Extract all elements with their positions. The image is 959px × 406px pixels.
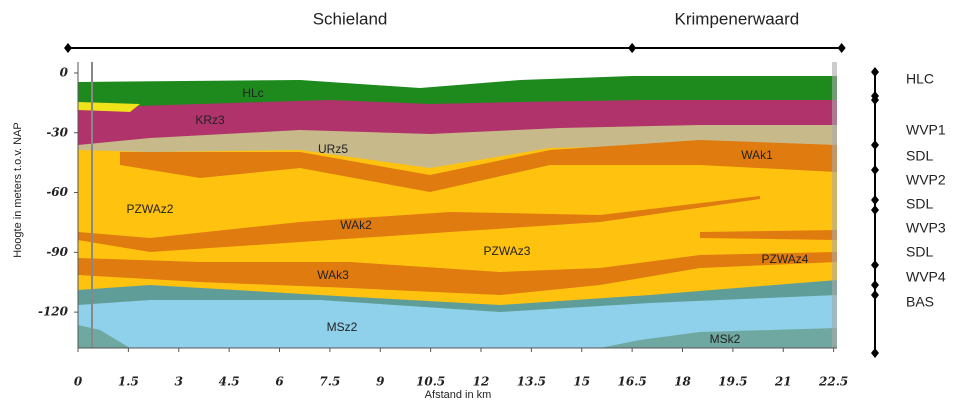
x-tick-label: 22.5 [818,375,848,389]
x-tick-label: 12 [473,375,490,389]
x-tick-label: 21 [774,375,792,389]
legend-label: HLC [906,71,934,87]
legend-marker [871,95,879,105]
y-tick-label: -60 [46,185,68,199]
y-tick-label: -90 [46,245,68,259]
layer-label: MSk2 [710,332,741,346]
legend-marker [871,140,879,150]
layer-label: PZWAz2 [127,202,174,216]
region-label: Krimpenerwaard [675,9,800,28]
layer-label: PZWAz3 [484,244,531,258]
legend-marker [871,205,879,215]
y-tick-label: -120 [38,305,69,319]
x-tick-label: 18 [674,375,691,389]
axes: Afstand in km Hoogte in meters t.o.v. NA… [12,62,837,401]
legend-marker [871,280,879,290]
y-tick-label: -30 [46,125,68,139]
region-marker [64,43,72,53]
x-tick-label: 15 [573,375,590,389]
x-tick-label: 16.5 [618,375,647,389]
region-marker [628,43,637,53]
y-axis-label: Hoogte in meters t.o.v. NAP [12,122,24,258]
legend-marker [871,67,879,77]
layer-msk2 [600,328,837,348]
layer-wak2 [78,196,760,252]
layer-wak1 [120,140,837,192]
y-tick-label: 0 [60,65,69,79]
layer-label: WAk1 [741,148,773,162]
x-tick-label: 7.5 [319,375,340,389]
layer-label: WAk2 [340,218,372,232]
layer-wak2-right [700,230,837,240]
x-tick-label: 9 [376,375,385,389]
x-tick-label: 13.5 [517,375,546,389]
legend-marker [871,290,879,300]
x-tick-label: 0 [74,375,83,389]
x-tick-label: 19.5 [718,375,747,389]
region-label: Schieland [313,9,388,28]
layer-label: MSz2 [327,320,358,334]
layers [78,62,837,348]
legend-label: BAS [906,294,934,310]
region-marker [837,43,846,53]
layer-msz2 [78,295,837,348]
right-edge [832,62,837,348]
layer-label: WAk3 [317,268,349,282]
x-tick-label: 4.5 [219,375,240,389]
layer-label: HLc [242,86,263,100]
x-axis-label: Afstand in km [425,389,492,401]
layer-wak3 [78,252,837,295]
legend-label: SDL [906,148,933,164]
legend-label: WVP1 [906,122,946,138]
layer-label: PZWAz4 [762,252,809,266]
layer-label: URz5 [318,142,348,156]
legend-label: WVP4 [906,269,946,285]
legend-label: WVP3 [906,220,946,236]
legend-marker [871,348,879,358]
x-tick-label: 3 [175,375,183,389]
x-tick-label: 6 [275,375,284,389]
layer-label: KRz3 [195,113,225,127]
legend-marker [871,165,879,175]
legend-label: SDL [906,244,933,260]
legend-marker [871,260,879,270]
legend-marker [871,195,879,205]
layer-yellow-top [78,102,140,112]
legend-label: SDL [906,196,933,212]
x-tick-label: 10.5 [416,375,445,389]
x-tick-label: 1.5 [118,375,139,389]
legend-label: WVP2 [906,172,946,188]
